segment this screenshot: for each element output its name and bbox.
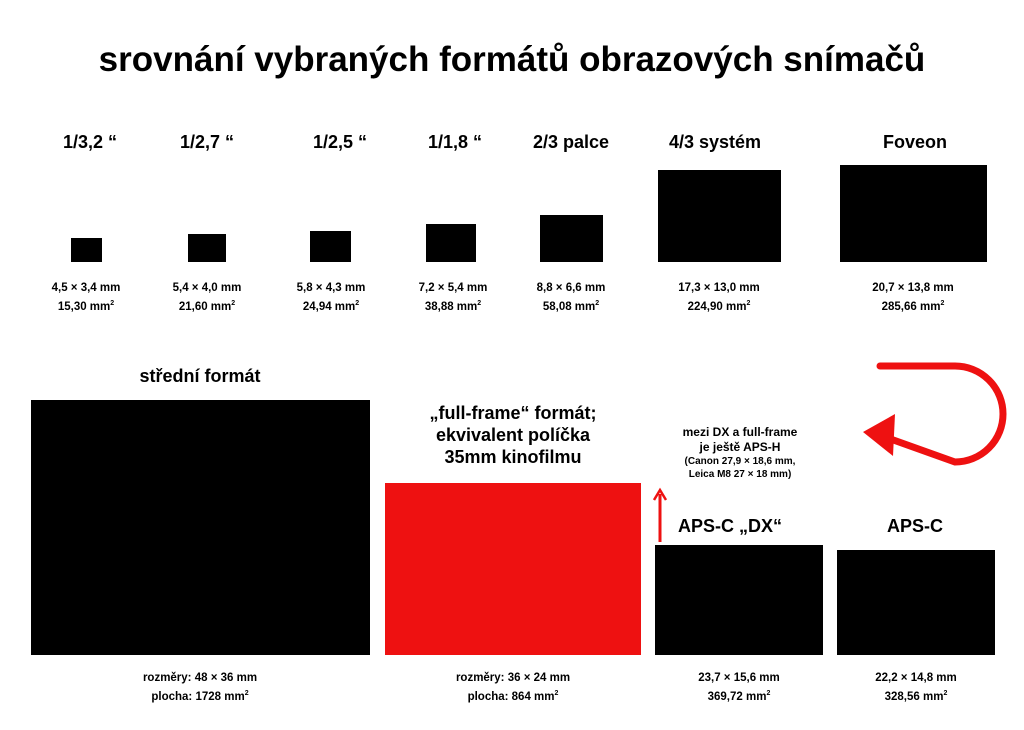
apsc-dx-dims: 23,7 × 15,6 mm 369,72 mm2	[679, 670, 799, 705]
area-text: 328,56 mm2	[856, 686, 976, 705]
dims-text: 7,2 × 5,4 mm	[418, 282, 488, 294]
format-label-foveon: Foveon	[882, 132, 947, 152]
sensor-rect-medium-format	[31, 400, 370, 655]
dims-text: rozměry: 36 × 24 mm	[455, 672, 571, 684]
area-text: 224,90 mm2	[659, 296, 779, 315]
format-label-1-2-7: 1/2,7 “	[179, 132, 235, 152]
sensor-rect-fullframe	[385, 483, 641, 655]
up-arrow-icon	[652, 487, 668, 542]
area-value: 15,30 mm	[57, 301, 111, 313]
area-exponent: 2	[355, 300, 360, 307]
area-exponent: 2	[554, 690, 559, 697]
area-text: plocha: 864 mm2	[423, 686, 603, 705]
format-dims-2-3: 8,8 × 6,6 mm 58,08 mm2	[521, 280, 621, 315]
format-label-2-3: 2/3 palce	[532, 132, 610, 152]
aps-h-note: mezi DX a full-frame je ještě APS-H (Can…	[640, 425, 840, 481]
apsc-dims: 22,2 × 14,8 mm 328,56 mm2	[856, 670, 976, 705]
area-exponent: 2	[477, 300, 482, 307]
format-label-1-3-2: 1/3,2 “	[62, 132, 118, 152]
fullframe-label-line: 35mm kinofilmu	[444, 447, 582, 467]
area-value: 224,90 mm	[687, 301, 747, 313]
dims-text: 17,3 × 13,0 mm	[678, 282, 760, 294]
area-value: 24,94 mm	[302, 301, 356, 313]
area-value: 328,56 mm	[884, 691, 944, 703]
area-text: 21,60 mm2	[157, 296, 257, 315]
area-exponent: 2	[595, 300, 600, 307]
sensor-rect-1-3-2	[71, 238, 102, 262]
fullframe-label: „full-frame“ formát; ekvivalent políčka …	[385, 402, 641, 468]
area-exponent: 2	[943, 690, 948, 697]
dims-text: 4,5 × 3,4 mm	[51, 282, 121, 294]
area-text: 58,08 mm2	[521, 296, 621, 315]
format-dims-1-2-7: 5,4 × 4,0 mm 21,60 mm2	[157, 280, 257, 315]
dims-text: 20,7 × 13,8 mm	[872, 282, 954, 294]
format-label-4-3: 4/3 systém	[668, 132, 762, 152]
medium-format-label: střední formát	[139, 366, 261, 386]
sensor-rect-2-3	[540, 215, 603, 262]
format-label-1-1-8: 1/1,8 “	[427, 132, 483, 152]
area-text: 15,30 mm2	[36, 296, 136, 315]
area-exponent: 2	[231, 300, 236, 307]
area-exponent: 2	[940, 300, 945, 307]
note-line: (Canon 27,9 × 18,6 mm,	[684, 456, 796, 467]
area-value: 285,66 mm	[881, 301, 941, 313]
area-value: 369,72 mm	[707, 691, 767, 703]
area-value: 38,88 mm	[424, 301, 478, 313]
area-value: 21,60 mm	[178, 301, 232, 313]
sensor-rect-apsc	[837, 550, 995, 655]
sensor-rect-4-3	[658, 170, 781, 262]
note-line: Leica M8 27 × 18 mm)	[688, 469, 792, 480]
dims-text: 22,2 × 14,8 mm	[875, 672, 957, 684]
dims-text: 8,8 × 6,6 mm	[536, 282, 606, 294]
fullframe-dims: rozměry: 36 × 24 mm plocha: 864 mm2	[423, 670, 603, 705]
area-value: 58,08 mm	[542, 301, 596, 313]
format-dims-1-2-5: 5,8 × 4,3 mm 24,94 mm2	[281, 280, 381, 315]
apsc-dx-label: APS-C „DX“	[677, 516, 782, 536]
dims-text: 23,7 × 15,6 mm	[698, 672, 780, 684]
note-line: je ještě APS-H	[699, 440, 781, 454]
sensor-rect-foveon	[840, 165, 987, 262]
fullframe-label-line: „full-frame“ formát;	[429, 403, 597, 423]
area-value: plocha: 1728 mm	[151, 691, 245, 703]
sensor-rect-1-2-7	[188, 234, 226, 262]
area-exponent: 2	[766, 690, 771, 697]
area-exponent: 2	[110, 300, 115, 307]
area-exponent: 2	[244, 690, 249, 697]
area-text: plocha: 1728 mm2	[110, 686, 290, 705]
format-dims-1-1-8: 7,2 × 5,4 mm 38,88 mm2	[403, 280, 503, 315]
sensor-rect-1-1-8	[426, 224, 476, 262]
area-text: 285,66 mm2	[853, 296, 973, 315]
area-value: plocha: 864 mm	[467, 691, 555, 703]
fullframe-label-line: ekvivalent políčka	[435, 425, 591, 445]
sensor-rect-1-2-5	[310, 231, 351, 262]
format-dims-4-3: 17,3 × 13,0 mm 224,90 mm2	[659, 280, 779, 315]
area-text: 369,72 mm2	[679, 686, 799, 705]
return-arrow-icon	[863, 362, 1007, 466]
apsc-label: APS-C	[886, 516, 943, 536]
dims-text: 5,4 × 4,0 mm	[172, 282, 242, 294]
dims-text: rozměry: 48 × 36 mm	[142, 672, 258, 684]
note-line: mezi DX a full-frame	[682, 425, 798, 439]
area-text: 38,88 mm2	[403, 296, 503, 315]
medium-format-dims: rozměry: 48 × 36 mm plocha: 1728 mm2	[110, 670, 290, 705]
dims-text: 5,8 × 4,3 mm	[296, 282, 366, 294]
page-title: srovnání vybraných formátů obrazových sn…	[98, 40, 926, 79]
area-exponent: 2	[746, 300, 751, 307]
format-dims-1-3-2: 4,5 × 3,4 mm 15,30 mm2	[36, 280, 136, 315]
area-text: 24,94 mm2	[281, 296, 381, 315]
format-dims-foveon: 20,7 × 13,8 mm 285,66 mm2	[853, 280, 973, 315]
sensor-rect-apsc-dx	[655, 545, 823, 655]
format-label-1-2-5: 1/2,5 “	[312, 132, 368, 152]
